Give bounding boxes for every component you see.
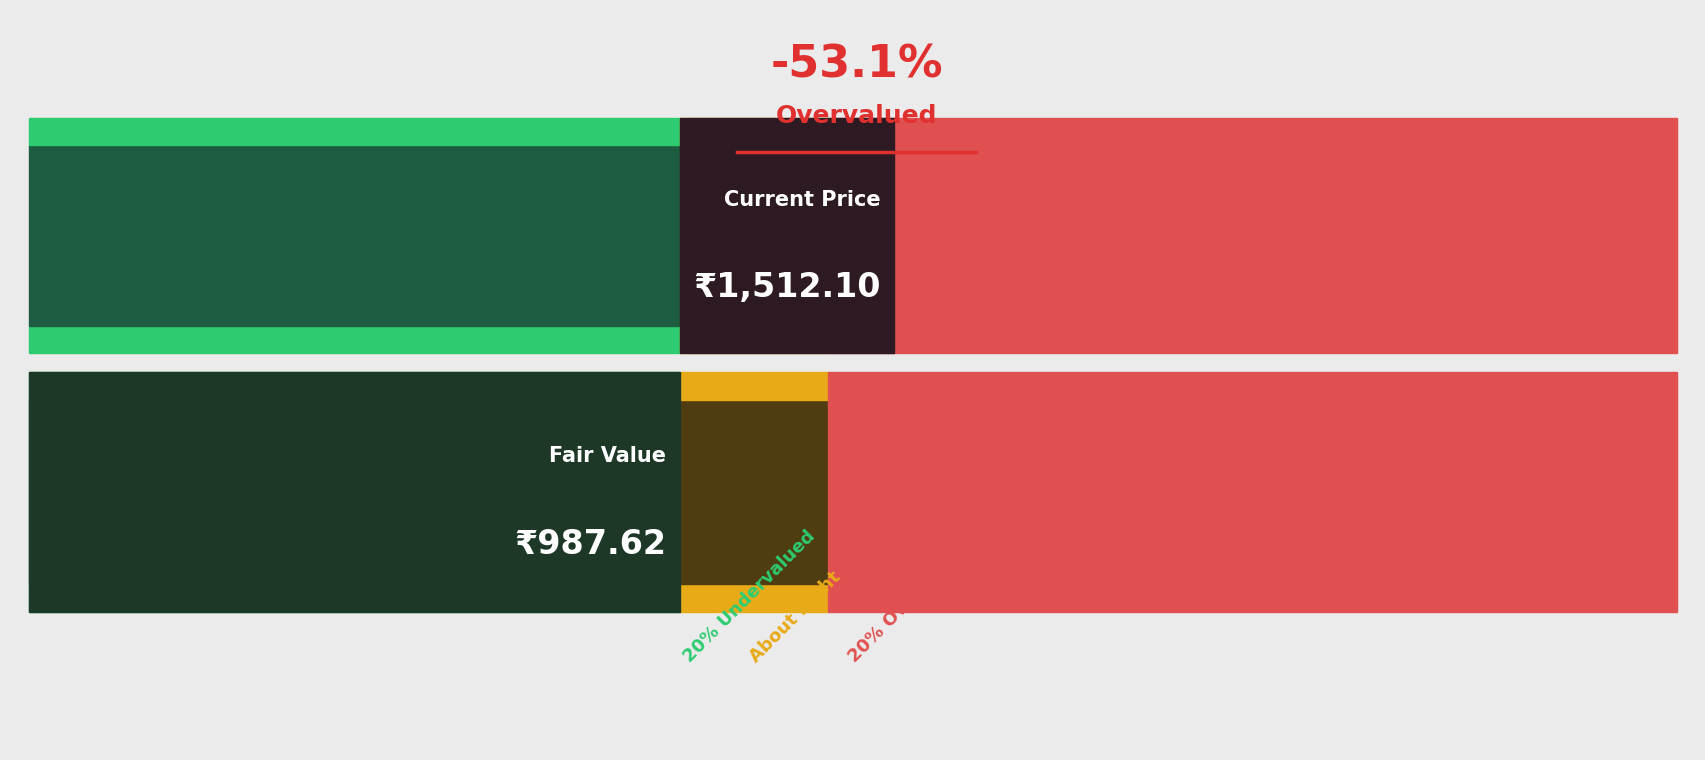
Text: 20% Undervalued: 20% Undervalued — [680, 527, 818, 667]
Bar — [680, 372, 829, 400]
Bar — [29, 400, 680, 584]
Bar — [680, 400, 829, 584]
Bar — [829, 118, 1676, 353]
Bar — [680, 326, 829, 353]
Bar — [680, 584, 829, 612]
Bar — [29, 118, 680, 145]
Bar — [29, 584, 680, 612]
Bar — [829, 372, 1676, 612]
Bar — [680, 118, 829, 145]
Bar — [680, 118, 893, 353]
Text: ₹1,512.10: ₹1,512.10 — [692, 271, 880, 304]
Text: ₹987.62: ₹987.62 — [513, 528, 667, 562]
Bar — [29, 145, 680, 326]
Text: -53.1%: -53.1% — [769, 43, 943, 86]
Bar — [29, 372, 680, 612]
Text: Current Price: Current Price — [723, 190, 880, 211]
Text: About Right: About Right — [747, 568, 844, 667]
Text: Overvalued: Overvalued — [776, 103, 936, 128]
Text: Fair Value: Fair Value — [549, 446, 667, 466]
Bar — [29, 326, 680, 353]
Bar — [680, 145, 829, 326]
Text: 20% Overvalued: 20% Overvalued — [844, 537, 974, 667]
Bar — [29, 372, 680, 400]
